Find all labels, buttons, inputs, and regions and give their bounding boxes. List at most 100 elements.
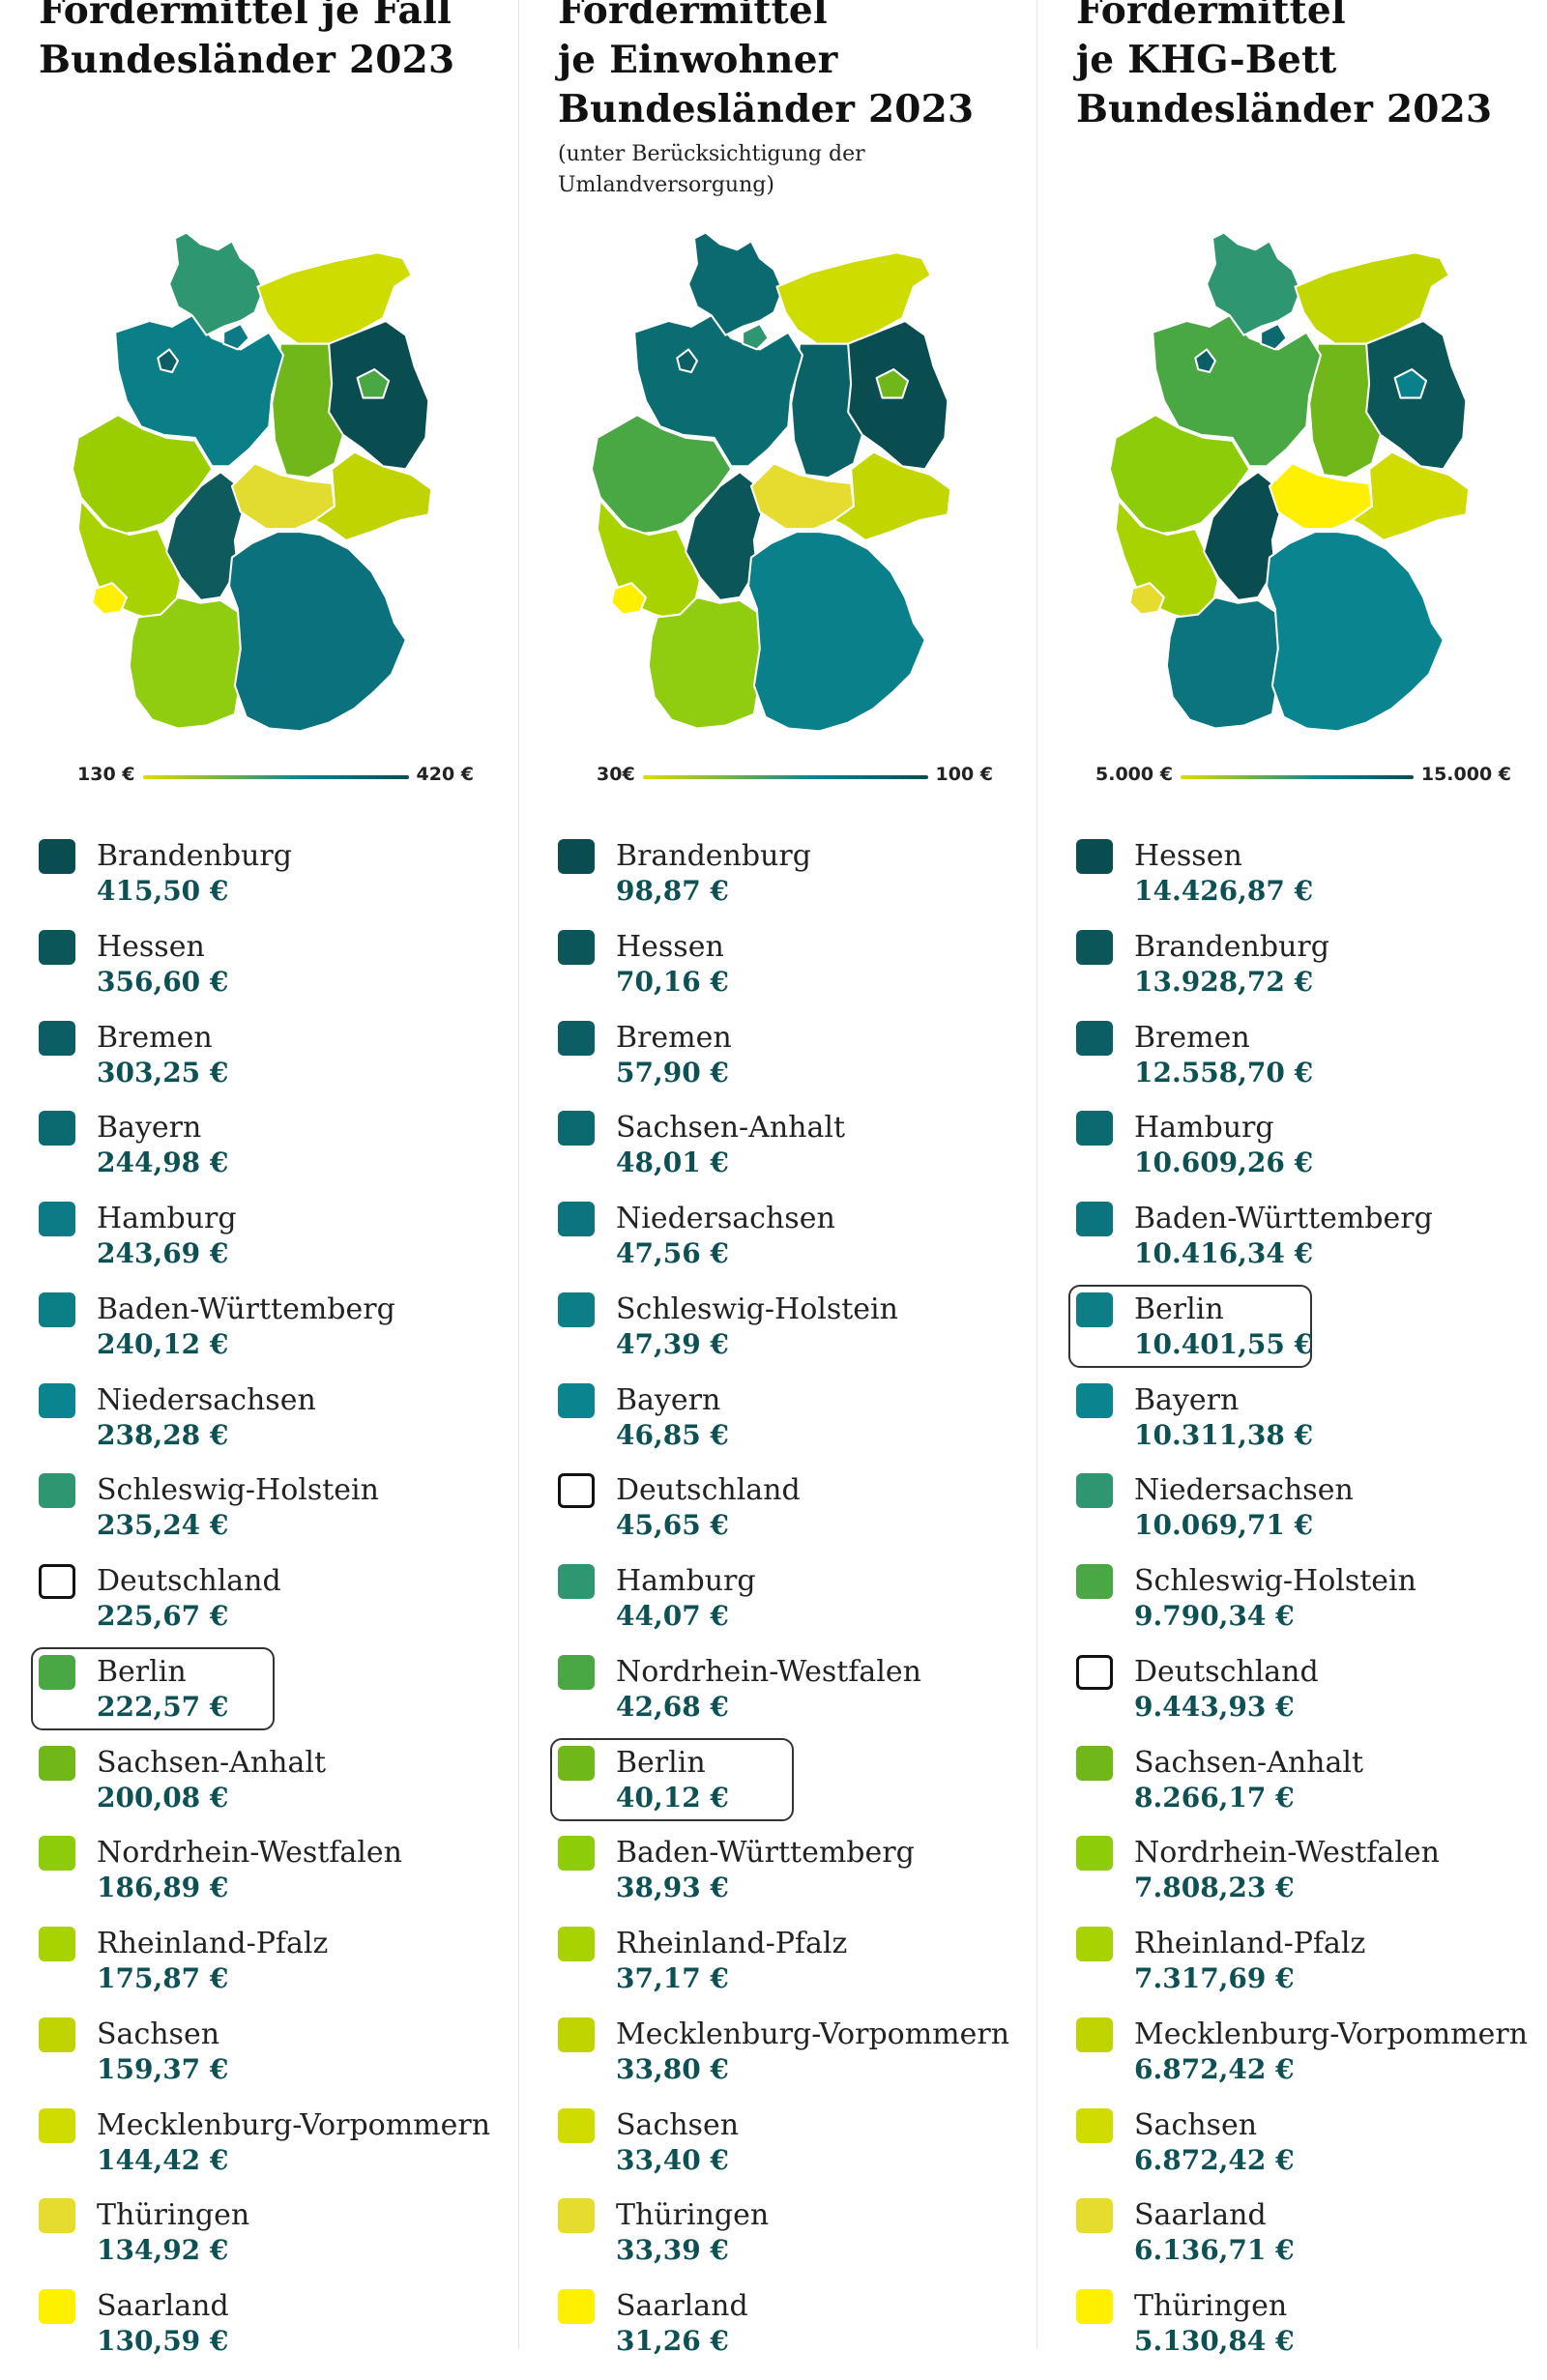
legend-state-name: Hessen [616,929,724,964]
color-scale: 30€ 100 € [539,760,1003,795]
legend-value: 235,24 € [97,1509,229,1542]
legend-item: Schleswig-Holstein 235,24 € [39,1473,512,1564]
legend-swatch [39,929,75,965]
state-region-hh [222,322,250,351]
legend-swatch [39,2289,75,2324]
legend-item: Rheinland-Pfalz 37,17 € [558,1927,1032,2017]
legend-swatch [558,1836,595,1872]
panel-per-resident: Fördermittel je Einwohner Bundesländer 2… [518,0,1032,2357]
legend-state-name: Baden-Württemberg [1134,1202,1433,1235]
legend-swatch [1076,839,1113,874]
legend-swatch [39,1564,75,1599]
legend-state-name: Brandenburg [616,839,811,873]
color-scale: 5.000 € 15.000 € [1057,760,1521,795]
legend-item: Rheinland-Pfalz 175,87 € [39,1927,512,2017]
state-region-hh [1260,322,1288,351]
legend-swatch [39,1020,75,1056]
legend-value: 134,92 € [97,2234,229,2267]
legend-state-name: Saarland [616,2289,748,2323]
legend-item: Deutschland 45,65 € [558,1473,1032,1564]
legend-swatch [558,1927,595,1961]
legend-swatch [558,1473,595,1509]
state-region-mv [256,251,413,345]
legend-state-name: Baden-Württemberg [97,1292,395,1326]
legend-value: 42,68 € [616,1690,729,1723]
state-region-sh [1206,231,1302,336]
legend-item: Nordrhein-Westfalen 186,89 € [39,1836,512,1927]
legend-state-name: Bayern [1134,1382,1240,1417]
legend-item: Thüringen 33,39 € [558,2198,1032,2289]
legend-state-name: Bremen [97,1020,213,1055]
legend-state-name: Baden-Württemberg [616,1836,915,1871]
legend-swatch [39,2017,75,2052]
legend-swatch [558,2017,595,2052]
panel-subtitle: (unter Berücksichtigung der Umlandversor… [558,142,865,197]
legend-value: 57,90 € [616,1056,729,1088]
legend-state-name: Thüringen [1134,2289,1288,2323]
legend-state-name: Nordrhein-Westfalen [616,1654,921,1689]
state-region-bw [647,595,764,730]
legend-item: Nordrhein-Westfalen 7.808,23 € [1076,1836,1547,1927]
legend-swatch [1076,1292,1113,1327]
legend-item: Hamburg 10.609,26 € [1076,1111,1547,1202]
legend-item: Hamburg 243,69 € [39,1202,512,1292]
legend-item: Baden-Württemberg 240,12 € [39,1292,512,1383]
legend-item: Nordrhein-Westfalen 42,68 € [558,1654,1032,1746]
legend-item: Berlin 222,57 € [31,1646,512,1746]
legend-state-name: Berlin [616,1745,706,1780]
legend-swatch [558,1745,595,1781]
legend-swatch [39,1292,75,1327]
legend-swatch [558,929,595,965]
state-region-be [356,368,391,399]
state-region-sl [91,582,128,616]
legend-item: Hamburg 44,07 € [558,1564,1032,1655]
state-region-sh [168,231,265,336]
legend-item: Bayern 10.311,38 € [1076,1382,1547,1474]
legend-swatch [1076,2198,1113,2234]
legend-state-name: Deutschland [616,1473,801,1508]
legend-state-name: Bayern [97,1111,202,1146]
state-region-hb [1194,348,1216,374]
legend-swatch [1076,1836,1113,1872]
legend-state-name: Mecklenburg-Vorpommern [97,2107,491,2142]
scale-max-label: 420 € [416,764,475,785]
legend-state-name: Deutschland [97,1564,281,1598]
legend-item: Saarland 130,59 € [39,2289,512,2380]
germany-choropleth-map [1076,213,1511,754]
scale-max-label: 100 € [935,764,994,785]
legend-state-name: Niedersachsen [1134,1473,1354,1508]
legend-value: 10.401,55 € [1134,1327,1314,1360]
legend-state-name: Berlin [1134,1292,1224,1326]
legend-swatch [1076,1745,1113,1781]
legend-swatch [39,1927,75,1961]
state-region-bw [128,595,245,730]
legend-value: 130,59 € [97,2325,229,2357]
legend-state-name: Sachsen [616,2107,740,2142]
legend-item: Schleswig-Holstein 9.790,34 € [1076,1564,1547,1655]
legend-state-name: Schleswig-Holstein [1134,1564,1416,1598]
legend-swatch [558,1020,595,1056]
legend-state-name: Sachsen-Anhalt [97,1745,327,1780]
legend-item: Sachsen 33,40 € [558,2107,1032,2199]
legend-swatch [1076,1020,1113,1056]
legend-value: 6.136,71 € [1134,2234,1295,2267]
legend-state-name: Thüringen [616,2198,770,2233]
legend-state-name: Sachsen [97,2017,220,2051]
legend-value: 47,56 € [616,1237,729,1269]
legend-item: Bremen 57,90 € [558,1020,1032,1112]
legend-item: Niedersachsen 238,28 € [39,1382,512,1474]
legend-value: 6.872,42 € [1134,2052,1295,2085]
legend-state-name: Hamburg [1134,1111,1274,1146]
legend-state-name: Sachsen-Anhalt [616,1111,846,1146]
state-region-mv [1294,251,1450,345]
scale-min-label: 30€ [597,764,635,785]
legend-value: 10.311,38 € [1134,1418,1314,1451]
legend-item: Niedersachsen 47,56 € [558,1202,1032,1292]
legend-value: 9.443,93 € [1134,1690,1295,1723]
legend-swatch [1076,1927,1113,1961]
legend-item: Baden-Württemberg 38,93 € [558,1836,1032,1927]
legend-value: 33,39 € [616,2234,729,2267]
legend-value: 7.317,69 € [1134,1962,1295,1994]
legend-item: Sachsen-Anhalt 8.266,17 € [1076,1745,1547,1837]
highlight-frame [31,1646,275,1730]
